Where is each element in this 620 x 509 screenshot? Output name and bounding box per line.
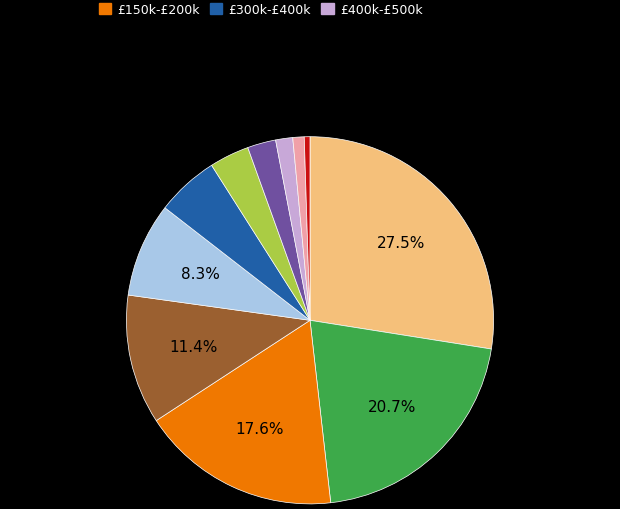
Legend: £100k-£150k, £50k-£100k, £150k-£200k, £200k-£250k, £250k-£300k, £300k-£400k, und: £100k-£150k, £50k-£100k, £150k-£200k, £2… xyxy=(94,0,526,22)
Wedge shape xyxy=(126,295,310,421)
Wedge shape xyxy=(165,166,310,321)
Wedge shape xyxy=(128,208,310,321)
Wedge shape xyxy=(310,321,491,503)
Text: 8.3%: 8.3% xyxy=(180,267,219,282)
Wedge shape xyxy=(293,137,310,321)
Wedge shape xyxy=(310,137,494,349)
Wedge shape xyxy=(248,140,310,321)
Text: 11.4%: 11.4% xyxy=(169,339,218,354)
Wedge shape xyxy=(276,138,310,321)
Wedge shape xyxy=(304,137,310,321)
Text: 20.7%: 20.7% xyxy=(368,399,417,414)
Wedge shape xyxy=(156,321,330,504)
Text: 17.6%: 17.6% xyxy=(235,421,283,436)
Text: 27.5%: 27.5% xyxy=(376,236,425,251)
Wedge shape xyxy=(211,148,310,321)
